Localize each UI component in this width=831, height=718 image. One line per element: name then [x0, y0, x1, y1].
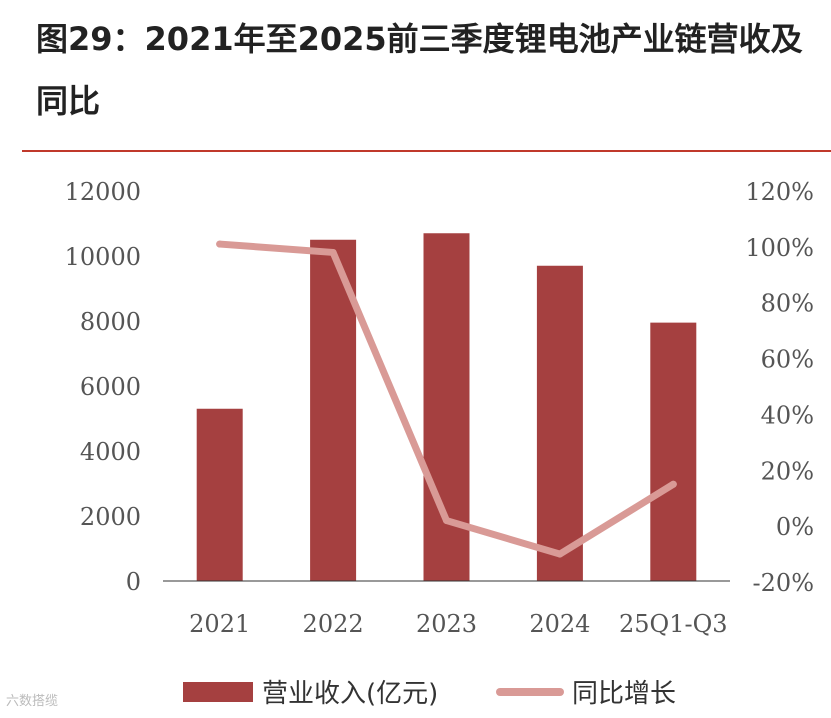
- x-tick-label: 2022: [303, 610, 364, 638]
- revenue-bars: [196, 233, 697, 581]
- y-tick-label: 2000: [80, 503, 141, 531]
- legend-swatch-bar: [183, 682, 253, 702]
- yoy-point: [669, 480, 677, 488]
- yoy-point: [556, 550, 564, 558]
- revenue-bar: [536, 265, 583, 581]
- chart-title: 图29：2021年至2025前三季度锂电池产业链营收及同比: [36, 20, 803, 120]
- y2-tick-label: 20%: [761, 457, 814, 485]
- y2-tick-label: 80%: [761, 290, 814, 318]
- yoy-point: [329, 248, 337, 256]
- x-axis-ticks: 2021 2022 2023 2024 25Q1-Q3: [189, 610, 727, 638]
- y-tick-label: 8000: [80, 308, 141, 336]
- x-tick-label: 2024: [529, 610, 590, 638]
- y2-tick-label: 120%: [745, 178, 814, 206]
- y2-tick-label: 60%: [761, 346, 814, 374]
- watermark: 六数搭缆: [6, 694, 59, 709]
- x-tick-label: 2021: [189, 610, 250, 638]
- x-tick-label: 25Q1-Q3: [619, 610, 728, 638]
- y-tick-label: 4000: [80, 438, 141, 466]
- y-tick-label: 12000: [65, 178, 141, 206]
- y-tick-label: 10000: [65, 243, 141, 271]
- revenue-bar: [650, 322, 697, 581]
- title-divider: [22, 150, 831, 152]
- right-axis-ticks: 120% 100% 80% 60% 40% 20% 0% -20%: [745, 178, 814, 597]
- revenue-bar: [196, 408, 243, 581]
- legend-label-line: 同比增长: [572, 679, 676, 709]
- yoy-line: [216, 240, 677, 558]
- y-tick-label: 6000: [80, 373, 141, 401]
- y-tick-label: 0: [126, 568, 141, 596]
- legend: 营业收入(亿元) 同比增长: [183, 679, 676, 709]
- y2-tick-label: 40%: [761, 401, 814, 429]
- yoy-point: [216, 240, 224, 248]
- legend-label-bar: 营业收入(亿元): [262, 679, 438, 709]
- x-tick-label: 2023: [416, 610, 477, 638]
- y2-tick-label: 100%: [745, 234, 814, 262]
- yoy-point: [443, 517, 450, 525]
- y2-tick-label: 0%: [776, 513, 814, 541]
- left-axis-ticks: 12000 10000 8000 6000 4000 2000 0: [65, 178, 141, 596]
- y2-tick-label: -20%: [753, 569, 814, 597]
